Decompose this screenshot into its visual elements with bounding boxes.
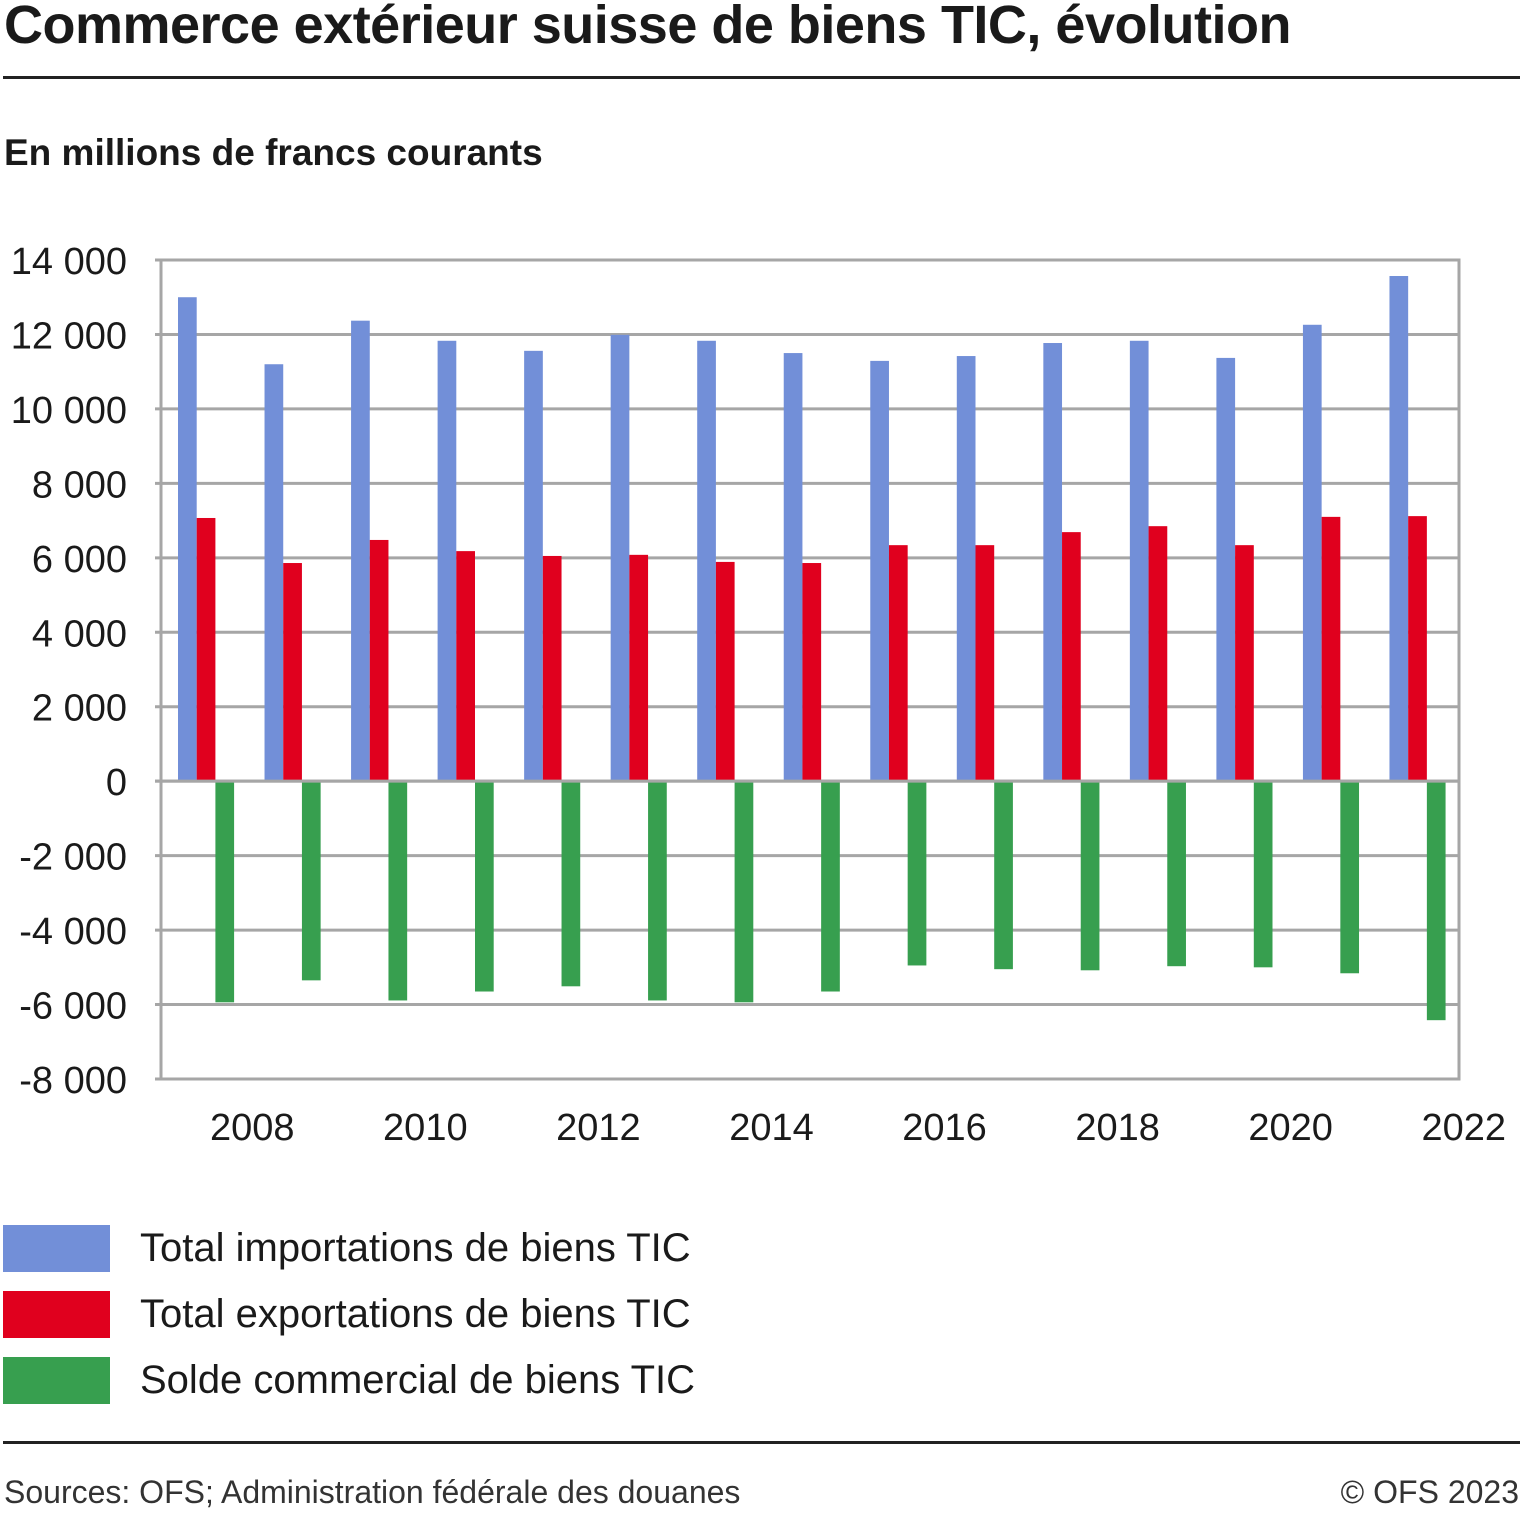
bar-balance-2008 [215,781,235,1003]
bar-balance-2012 [561,781,581,987]
legend-swatch [3,1224,110,1272]
x-tick-label: 2010 [383,1107,468,1149]
legend-label: Total importations de biens TIC [140,1225,691,1270]
bar-imports-2022 [1389,276,1409,782]
bar-exports-2021 [1321,516,1341,782]
bar-exports-2016 [888,545,908,782]
bar-balance-2022 [1426,781,1446,1021]
bar-imports-2011 [437,340,457,782]
bar-exports-2022 [1408,516,1427,782]
bar-exports-2020 [1235,545,1254,782]
y-tick-label: 12 000 [11,315,127,357]
y-tick-label: 8 000 [32,464,127,506]
y-tick-label: -8 000 [19,1060,127,1102]
y-tick-label: 10 000 [11,390,127,432]
bar-exports-2019 [1148,526,1168,782]
bar-balance-2016 [907,781,927,966]
y-tick-label: 0 [106,762,127,804]
bar-exports-2009 [283,563,302,782]
bar-balance-2011 [475,781,494,992]
x-tick-label: 2016 [902,1107,987,1149]
x-tick-label: 2012 [556,1107,641,1149]
y-tick-label: 14 000 [11,241,127,283]
y-tick-label: -6 000 [19,986,127,1028]
bar-balance-2009 [301,781,321,981]
plot-frame [159,258,1461,1081]
legend-item-balance: Solde commercial de biens TIC [3,1347,695,1413]
legend-item-exports: Total exportations de biens TIC [3,1281,695,1347]
chart-subtitle: En millions de francs courants [4,132,543,173]
chart-title: Commerce extérieur suisse de biens TIC, … [4,0,1291,55]
bar-imports-2014 [697,340,716,782]
bar-balance-2020 [1253,781,1273,968]
bar-balance-2014 [734,781,754,1003]
legend-item-imports: Total importations de biens TIC [3,1215,695,1281]
bar-exports-2017 [975,545,995,782]
y-tick-label: 4 000 [32,613,127,655]
source-note: Sources: OFS; Administration fédérale de… [4,1474,741,1510]
x-tick-label: 2008 [210,1107,295,1149]
copyright: © OFS 2023 [1340,1474,1519,1510]
bar-imports-2017 [956,356,976,782]
x-tick-label: 2014 [729,1107,814,1149]
bar-imports-2015 [783,353,803,782]
y-tick-label: -2 000 [19,837,127,879]
bar-balance-2013 [648,781,667,1001]
legend-label: Total exportations de biens TIC [140,1291,691,1336]
bar-exports-2013 [629,554,649,782]
bar-exports-2012 [542,555,562,782]
bar-exports-2008 [196,517,216,782]
bar-imports-2010 [351,320,370,782]
title-divider [3,76,1520,79]
bar-imports-2013 [610,334,630,782]
footer-divider [3,1441,1520,1444]
bar-balance-2019 [1167,781,1186,967]
x-tick-label: 2018 [1075,1107,1160,1149]
bar-imports-2021 [1302,324,1322,782]
legend-swatch [3,1356,110,1404]
bar-balance-2017 [994,781,1013,970]
bar-exports-2010 [369,539,389,782]
bar-imports-2012 [524,350,543,782]
y-tick-label: 6 000 [32,539,127,581]
legend: Total importations de biens TIC Total ex… [3,1215,695,1413]
bar-imports-2016 [870,360,889,782]
bar-imports-2008 [178,297,197,782]
bar-balance-2015 [821,781,840,992]
x-tick-label: 2022 [1421,1107,1506,1149]
bar-exports-2018 [1062,532,1081,782]
bar-imports-2009 [264,364,284,782]
bar-balance-2018 [1080,781,1100,971]
bar-imports-2019 [1129,340,1149,782]
bar-exports-2011 [456,551,475,782]
bar-imports-2020 [1216,357,1236,782]
y-tick-label: 2 000 [32,688,127,730]
legend-label: Solde commercial de biens TIC [140,1357,696,1402]
bar-imports-2018 [1043,343,1063,782]
bar-balance-2021 [1340,781,1360,974]
y-tick-label: -4 000 [19,911,127,953]
legend-swatch [3,1290,110,1338]
x-tick-label: 2020 [1248,1107,1333,1149]
chart-plot: 14 000 12 000 10 000 8 000 6 000 4 000 2 000 0 -… [11,241,1506,1149]
bar-exports-2015 [802,563,822,782]
bar-exports-2014 [715,561,735,782]
bar-balance-2010 [388,781,408,1001]
